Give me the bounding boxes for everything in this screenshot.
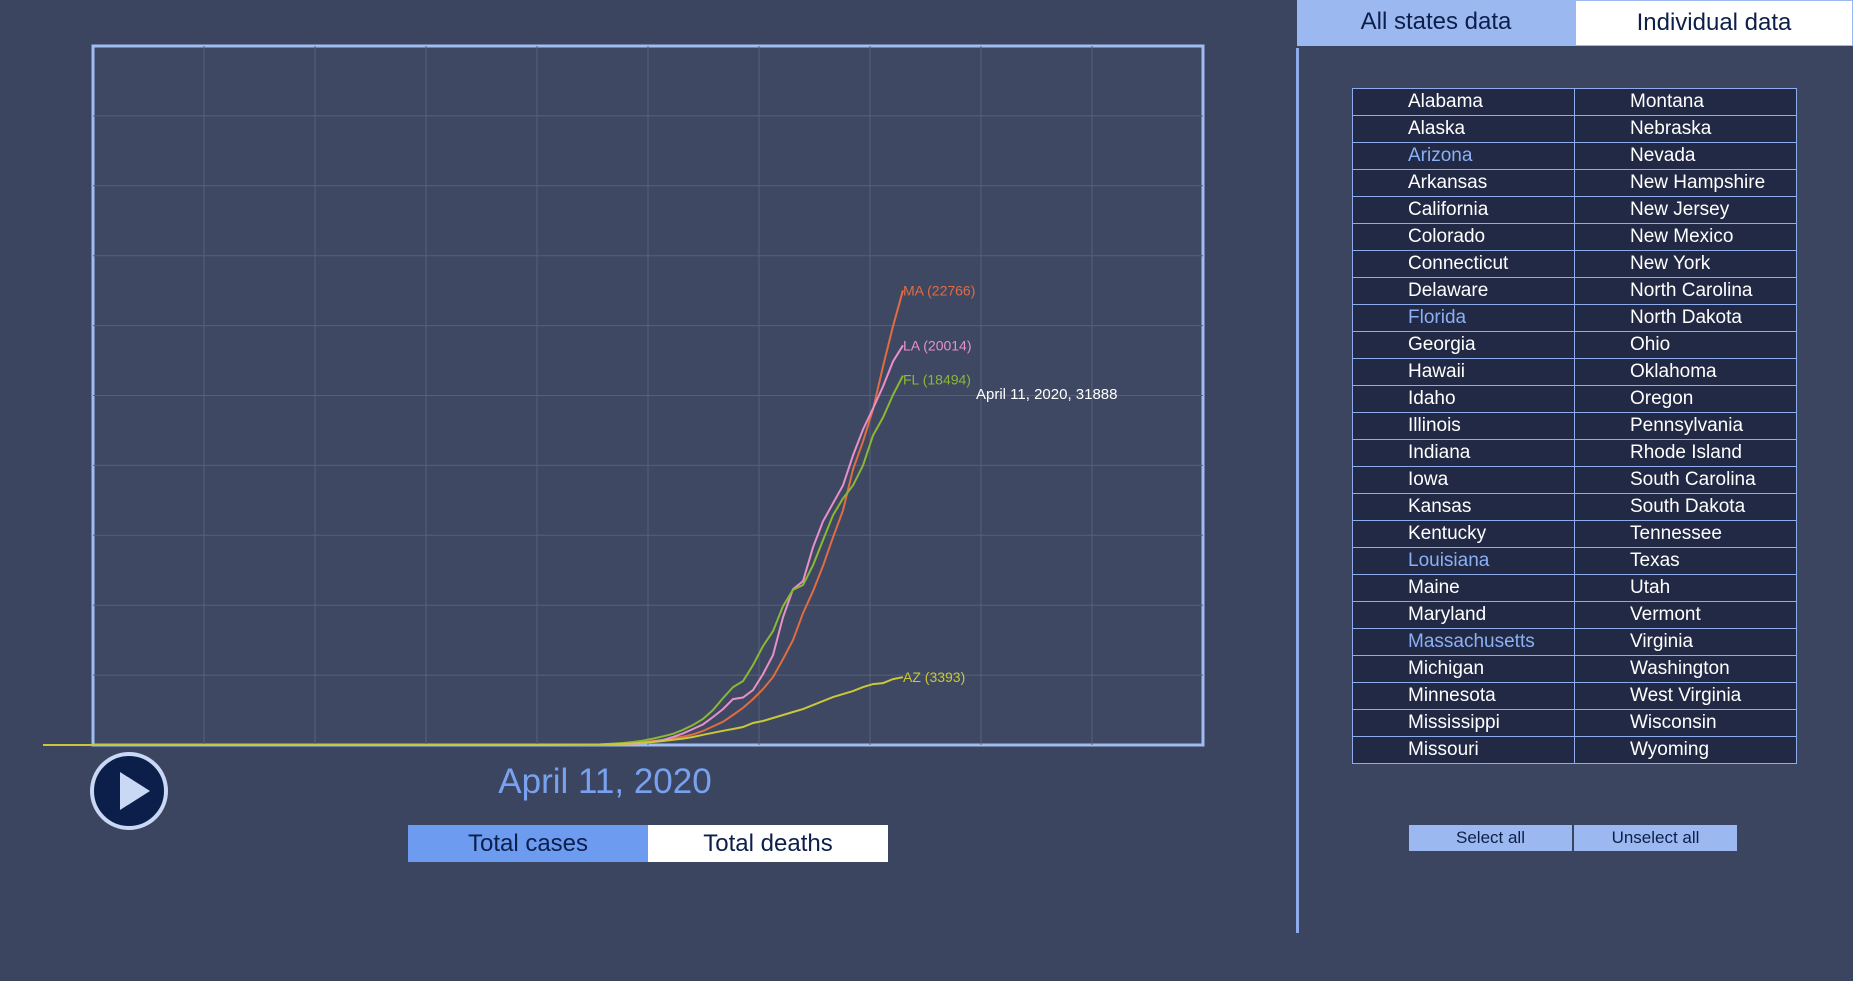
series-label-az: AZ (3393): [903, 669, 965, 685]
state-item[interactable]: Alaska: [1352, 115, 1575, 143]
state-item[interactable]: Maryland: [1352, 601, 1575, 629]
panel-divider: [1296, 48, 1299, 933]
view-tabs: All states data Individual data: [1297, 0, 1853, 46]
series-label-fl: FL (18494): [903, 372, 971, 388]
state-item[interactable]: Iowa: [1352, 466, 1575, 494]
table-row: Alaska Nebraska: [1352, 115, 1797, 143]
select-all-button[interactable]: Select all: [1408, 824, 1573, 852]
state-item[interactable]: Maine: [1352, 574, 1575, 602]
tab-all-states-data[interactable]: All states data: [1297, 0, 1575, 46]
state-item[interactable]: Colorado: [1352, 223, 1575, 251]
state-item[interactable]: Oklahoma: [1574, 358, 1797, 386]
state-item[interactable]: Kentucky: [1352, 520, 1575, 548]
state-item[interactable]: Texas: [1574, 547, 1797, 575]
state-item[interactable]: Nevada: [1574, 142, 1797, 170]
state-item[interactable]: New Jersey: [1574, 196, 1797, 224]
table-row: Maryland Vermont: [1352, 601, 1797, 629]
table-row: Indiana Rhode Island: [1352, 439, 1797, 467]
play-button[interactable]: [90, 752, 168, 830]
table-row: Connecticut New York: [1352, 250, 1797, 278]
state-item[interactable]: Florida: [1352, 304, 1575, 332]
series-line-az: [43, 676, 904, 746]
table-row: Alabama Montana: [1352, 88, 1797, 116]
state-item[interactable]: South Carolina: [1574, 466, 1797, 494]
state-item[interactable]: Michigan: [1352, 655, 1575, 683]
state-item[interactable]: West Virginia: [1574, 682, 1797, 710]
state-item[interactable]: South Dakota: [1574, 493, 1797, 521]
grid-lines: [93, 46, 1203, 745]
state-item[interactable]: Utah: [1574, 574, 1797, 602]
state-item[interactable]: Washington: [1574, 655, 1797, 683]
state-item[interactable]: Arkansas: [1352, 169, 1575, 197]
table-row: Kentucky Tennessee: [1352, 520, 1797, 548]
series-layer: MA (22766) LA (20014) FL (18494) AZ (3393): [43, 282, 975, 746]
table-row: Florida North Dakota: [1352, 304, 1797, 332]
state-item[interactable]: Wisconsin: [1574, 709, 1797, 737]
table-row: Colorado New Mexico: [1352, 223, 1797, 251]
state-item[interactable]: Illinois: [1352, 412, 1575, 440]
hover-readout: April 11, 2020, 31888: [976, 386, 1118, 403]
state-item[interactable]: North Dakota: [1574, 304, 1797, 332]
state-item[interactable]: Rhode Island: [1574, 439, 1797, 467]
tab-total-cases[interactable]: Total cases: [408, 825, 648, 862]
series-label-ma: MA (22766): [903, 282, 975, 298]
state-item[interactable]: Hawaii: [1352, 358, 1575, 386]
unselect-all-button[interactable]: Unselect all: [1573, 824, 1738, 852]
state-item[interactable]: Georgia: [1352, 331, 1575, 359]
state-item[interactable]: Virginia: [1574, 628, 1797, 656]
table-row: Mississippi Wisconsin: [1352, 709, 1797, 737]
table-row: Idaho Oregon: [1352, 385, 1797, 413]
state-item[interactable]: Idaho: [1352, 385, 1575, 413]
state-item[interactable]: Connecticut: [1352, 250, 1575, 278]
table-row: Louisiana Texas: [1352, 547, 1797, 575]
state-item[interactable]: Alabama: [1352, 88, 1575, 116]
tab-individual-data[interactable]: Individual data: [1575, 0, 1853, 46]
state-item[interactable]: Delaware: [1352, 277, 1575, 305]
state-item[interactable]: North Carolina: [1574, 277, 1797, 305]
series-label-la: LA (20014): [903, 337, 972, 353]
state-item[interactable]: New Mexico: [1574, 223, 1797, 251]
table-row: California New Jersey: [1352, 196, 1797, 224]
state-item[interactable]: Wyoming: [1574, 736, 1797, 764]
state-item[interactable]: New Hampshire: [1574, 169, 1797, 197]
selection-buttons: Select all Unselect all: [1408, 824, 1738, 852]
state-item[interactable]: Nebraska: [1574, 115, 1797, 143]
state-item[interactable]: Louisiana: [1352, 547, 1575, 575]
table-row: Arizona Nevada: [1352, 142, 1797, 170]
table-row: Iowa South Carolina: [1352, 466, 1797, 494]
state-item[interactable]: Missouri: [1352, 736, 1575, 764]
state-item[interactable]: Arizona: [1352, 142, 1575, 170]
table-row: Arkansas New Hampshire: [1352, 169, 1797, 197]
state-item[interactable]: Ohio: [1574, 331, 1797, 359]
cases-line-chart: MA (22766)LA (20014)FL (18494)AZ (3393) …: [43, 44, 1205, 747]
state-item[interactable]: California: [1352, 196, 1575, 224]
state-item[interactable]: Minnesota: [1352, 682, 1575, 710]
table-row: Hawaii Oklahoma: [1352, 358, 1797, 386]
state-item[interactable]: Tennessee: [1574, 520, 1797, 548]
current-date-label: April 11, 2020: [498, 762, 712, 801]
table-row: Delaware North Carolina: [1352, 277, 1797, 305]
table-row: Massachusetts Virginia: [1352, 628, 1797, 656]
table-row: Maine Utah: [1352, 574, 1797, 602]
table-row: Georgia Ohio: [1352, 331, 1797, 359]
state-item[interactable]: New York: [1574, 250, 1797, 278]
states-table: Alabama Montana Alaska Nebraska Arizona Nevad…: [1352, 88, 1797, 764]
table-row: Illinois Pennsylvania: [1352, 412, 1797, 440]
table-row: Michigan Washington: [1352, 655, 1797, 683]
state-item[interactable]: Montana: [1574, 88, 1797, 116]
state-item[interactable]: Pennsylvania: [1574, 412, 1797, 440]
state-item[interactable]: Massachusetts: [1352, 628, 1575, 656]
state-item[interactable]: Kansas: [1352, 493, 1575, 521]
tab-total-deaths[interactable]: Total deaths: [648, 825, 888, 862]
metric-tabs: Total cases Total deaths: [408, 825, 888, 862]
state-item[interactable]: Oregon: [1574, 385, 1797, 413]
state-item[interactable]: Mississippi: [1352, 709, 1575, 737]
state-item[interactable]: Indiana: [1352, 439, 1575, 467]
table-row: Kansas South Dakota: [1352, 493, 1797, 521]
state-item[interactable]: Vermont: [1574, 601, 1797, 629]
table-row: Minnesota West Virginia: [1352, 682, 1797, 710]
play-icon: [120, 772, 150, 810]
table-row: Missouri Wyoming: [1352, 736, 1797, 764]
